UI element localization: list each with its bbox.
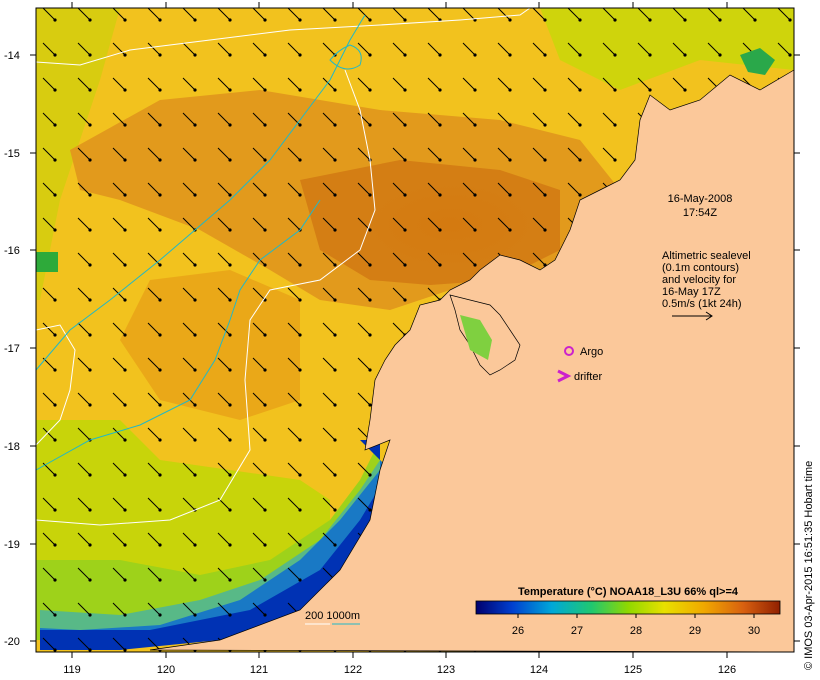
sealevel-contours: [35, 7, 531, 526]
lat-tick: -18: [4, 441, 20, 453]
colorbar-tick: 29: [689, 625, 701, 637]
lon-tick: 125: [624, 664, 642, 676]
colorbar-scale: [475, 600, 781, 615]
drifter-label: drifter: [574, 371, 602, 383]
lon-tick: 120: [157, 664, 175, 676]
plot-frame: [35, 7, 795, 653]
lon-tick: 121: [250, 664, 268, 676]
altimetry-line: (0.1m contours): [662, 262, 739, 274]
colorbar-tick: 27: [571, 625, 583, 637]
land: [36, 48, 795, 653]
lon-tick: 126: [718, 664, 736, 676]
altimetry-line: 0.5m/s (1kt 24h): [662, 298, 741, 310]
argo-icon: [564, 346, 574, 356]
lat-tick: -16: [4, 245, 20, 257]
lat-tick: -15: [4, 148, 20, 160]
credit-text: © IMOS 03-Apr-2015 16:51:35 Hobart time: [803, 461, 815, 670]
lat-tick: -14: [4, 50, 20, 62]
drifter-icon: [557, 369, 572, 383]
argo-label: Argo: [580, 346, 603, 358]
altimetry-line: Altimetric sealevel: [662, 250, 751, 262]
colorbar: Temperature (°C) NOAA18_L3U 66% ql>=4 26…: [475, 586, 781, 637]
depth-legend-label: 200 1000m: [305, 610, 360, 622]
colorbar-tick: 30: [748, 625, 760, 637]
lat-tick: -20: [4, 636, 20, 648]
isobaths: [35, 14, 366, 471]
lat-tick: -17: [4, 343, 20, 355]
lat-tick: -19: [4, 539, 20, 551]
scale-arrow-icon: [672, 311, 713, 321]
colorbar-tick: 26: [512, 625, 524, 637]
datetime-line2: 17:54Z: [683, 207, 718, 219]
depth-legend: 200 1000m: [305, 610, 360, 625]
lon-tick: 122: [344, 664, 362, 676]
drifter-marker: drifter: [557, 369, 602, 383]
lon-tick: 124: [530, 664, 548, 676]
lat-axis: -14 -15 -16 -17 -18 -19 -20: [4, 50, 800, 648]
altimetry-line: and velocity for: [662, 274, 736, 286]
datetime-line1: 16-May-2008: [668, 193, 733, 205]
colorbar-tick: 28: [630, 625, 642, 637]
colorbar-title: Temperature (°C) NOAA18_L3U 66% ql>=4: [518, 586, 739, 598]
lon-tick: 123: [437, 664, 455, 676]
lon-tick: 119: [63, 664, 81, 676]
altimetry-line: 16-May 17Z: [662, 286, 721, 298]
altimetry-note: Altimetric sealevel (0.1m contours) and …: [662, 250, 751, 321]
lon-axis: 119 120 121 122 123 124 125 126: [63, 2, 736, 676]
argo-marker: Argo: [564, 346, 603, 358]
